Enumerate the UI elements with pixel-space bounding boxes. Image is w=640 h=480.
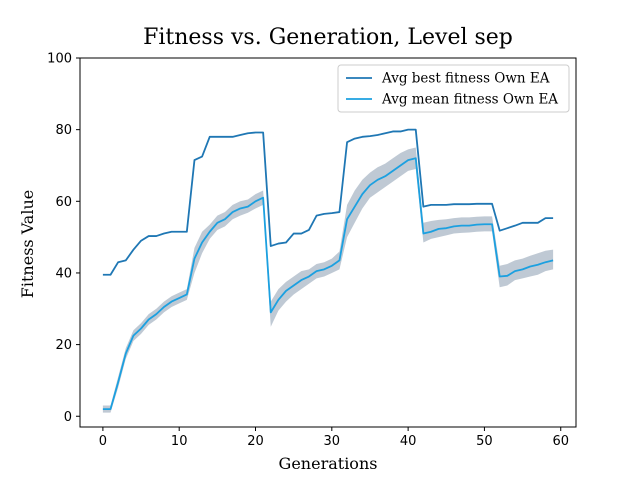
series-line-mean-fitness xyxy=(102,157,554,410)
y-tick-label: 40 xyxy=(55,266,72,281)
legend: Avg best fitness Own EA Avg mean fitness … xyxy=(337,64,570,113)
legend-box xyxy=(337,64,570,113)
axes-frame xyxy=(79,57,577,428)
chart-title: Fitness vs. Generation, Level sep xyxy=(143,25,513,50)
legend-entry: Avg best fitness Own EA xyxy=(381,71,550,87)
x-tick-label: 0 xyxy=(99,434,107,449)
x-axis-label: Generations xyxy=(279,454,378,473)
x-tick-label: 40 xyxy=(400,434,417,449)
legend-entry: Avg mean fitness Own EA xyxy=(381,92,558,108)
x-tick-label: 50 xyxy=(476,434,493,449)
x-tick-label: 20 xyxy=(247,434,264,449)
x-tick-label: 10 xyxy=(171,434,188,449)
x-tick-label: 60 xyxy=(552,434,569,449)
x-tick-label: 30 xyxy=(324,434,341,449)
y-tick-label: 100 xyxy=(47,52,72,67)
y-tick-label: 80 xyxy=(55,123,72,138)
series-line-best-fitness xyxy=(102,128,554,276)
y-tick-label: 60 xyxy=(55,195,72,210)
axes: 0 10 20 30 40 50 60 0 20 40 60 80 100 xyxy=(47,52,577,449)
y-tick-label: 0 xyxy=(64,410,72,425)
plot-area xyxy=(102,128,554,413)
y-tick-label: 20 xyxy=(55,338,72,353)
y-axis-label: Fitness Value xyxy=(18,190,37,298)
